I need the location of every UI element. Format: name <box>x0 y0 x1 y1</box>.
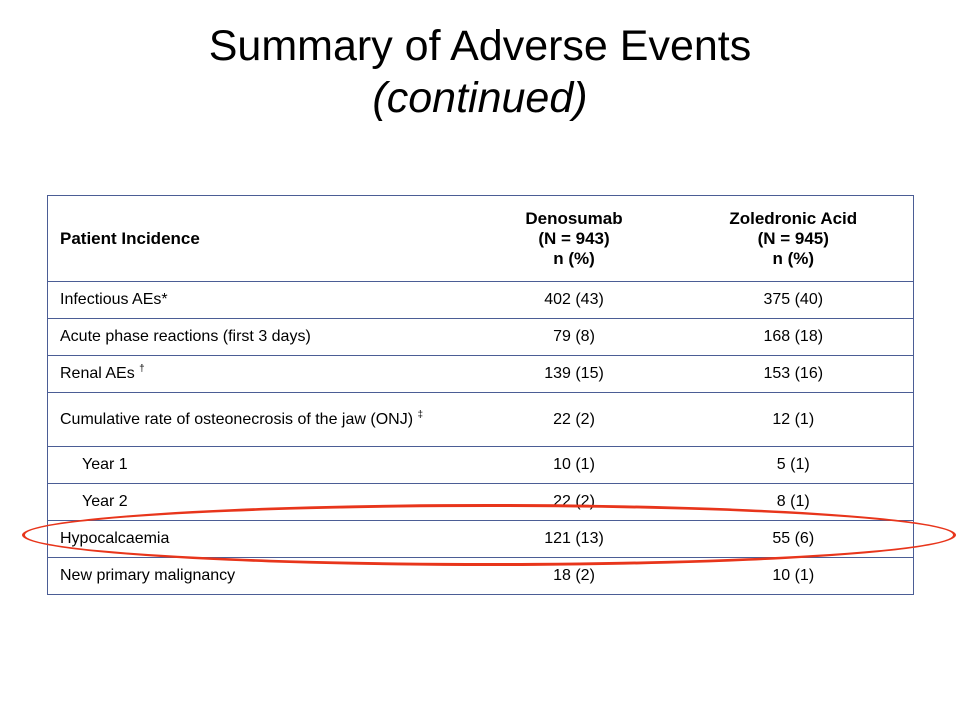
zoledronic-value: 375 (40) <box>673 281 914 319</box>
row-label-text: New primary malignancy <box>60 567 236 584</box>
header-denosumab-name: Denosumab <box>525 208 623 228</box>
header-zoledronic-unit: n (%) <box>772 248 815 268</box>
row-label-text: Renal AEs <box>60 365 135 382</box>
header-denosumab-unit: n (%) <box>553 248 595 268</box>
row-label: New primary malignancy <box>47 557 475 595</box>
zoledronic-value: 10 (1) <box>673 557 914 595</box>
table-row: Cumulative rate of osteonecrosis of the … <box>47 392 914 447</box>
table-row: Renal AEs † 139 (15) 153 (16) <box>47 355 914 393</box>
row-label-text: Year 2 <box>82 493 128 510</box>
row-label: Year 1 <box>47 446 475 484</box>
row-label: Hypocalcaemia <box>47 520 475 558</box>
denosumab-value: 10 (1) <box>474 446 674 484</box>
header-denosumab: Denosumab (N = 943) n (%) <box>474 195 674 282</box>
zoledronic-value: 5 (1) <box>673 446 914 484</box>
slide-title-line1: Summary of Adverse Events <box>208 22 752 70</box>
row-label: Acute phase reactions (first 3 days) <box>47 318 475 356</box>
footnote-marker: † <box>139 363 145 375</box>
adverse-events-table: Patient Incidence Denosumab (N = 943) n … <box>47 195 914 595</box>
table-row: New primary malignancy 18 (2) 10 (1) <box>47 557 914 595</box>
zoledronic-value: 168 (18) <box>673 318 914 356</box>
denosumab-value: 22 (2) <box>474 392 674 447</box>
row-label: Cumulative rate of osteonecrosis of the … <box>47 392 475 447</box>
denosumab-value: 402 (43) <box>474 281 674 319</box>
table-row: Year 1 10 (1) 5 (1) <box>47 446 914 484</box>
row-label: Infectious AEs* <box>47 281 475 319</box>
row-label-text: Cumulative rate of osteonecrosis of the … <box>60 410 414 428</box>
row-label: Year 2 <box>47 483 475 521</box>
row-label: Renal AEs † <box>47 355 475 393</box>
header-zoledronic-acid: Zoledronic Acid (N = 945) n (%) <box>673 195 914 282</box>
header-zoledronic-name: Zoledronic Acid <box>729 208 858 228</box>
zoledronic-value: 153 (16) <box>673 355 914 393</box>
denosumab-value: 22 (2) <box>474 483 674 521</box>
header-zoledronic-n: (N = 945) <box>757 228 829 248</box>
zoledronic-value: 12 (1) <box>673 392 914 447</box>
header-patient-incidence: Patient Incidence <box>47 195 475 282</box>
table-row: Infectious AEs* 402 (43) 375 (40) <box>47 281 914 319</box>
slide-subtitle: (continued) <box>372 74 588 122</box>
denosumab-value: 121 (13) <box>474 520 674 558</box>
header-denosumab-n: (N = 943) <box>538 228 610 248</box>
denosumab-value: 139 (15) <box>474 355 674 393</box>
table-header-row: Patient Incidence Denosumab (N = 943) n … <box>47 195 914 282</box>
denosumab-value: 79 (8) <box>474 318 674 356</box>
table-row: Year 2 22 (2) 8 (1) <box>47 483 914 521</box>
row-label-text: Hypocalcaemia <box>60 530 170 547</box>
slide-title: Summary of Adverse Events (continued) <box>0 20 960 124</box>
table-row: Acute phase reactions (first 3 days) 79 … <box>47 318 914 356</box>
denosumab-value: 18 (2) <box>474 557 674 595</box>
zoledronic-value: 55 (6) <box>673 520 914 558</box>
footnote-marker: ‡ <box>417 409 424 421</box>
row-label-text: Year 1 <box>82 456 128 473</box>
row-label-text: Infectious AEs* <box>60 291 168 308</box>
zoledronic-value: 8 (1) <box>673 483 914 521</box>
table-row-highlighted: Hypocalcaemia 121 (13) 55 (6) <box>47 520 914 558</box>
row-label-text: Acute phase reactions (first 3 days) <box>60 328 311 345</box>
